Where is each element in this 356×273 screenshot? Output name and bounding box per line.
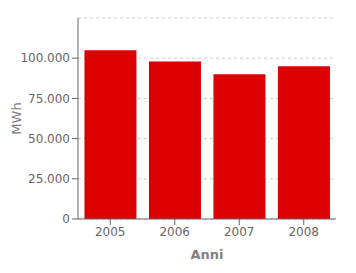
svg-text:2008: 2008: [288, 225, 319, 239]
svg-text:100.000: 100.000: [20, 51, 70, 65]
svg-text:75.000: 75.000: [28, 92, 70, 106]
svg-text:2006: 2006: [159, 225, 190, 239]
svg-text:2007: 2007: [224, 225, 255, 239]
svg-text:25.000: 25.000: [28, 172, 70, 186]
svg-text:MWh: MWh: [9, 102, 24, 134]
svg-text:Anni: Anni: [190, 247, 223, 262]
svg-text:50.000: 50.000: [28, 132, 70, 146]
svg-text:2005: 2005: [95, 225, 126, 239]
svg-text:0: 0: [62, 212, 70, 226]
